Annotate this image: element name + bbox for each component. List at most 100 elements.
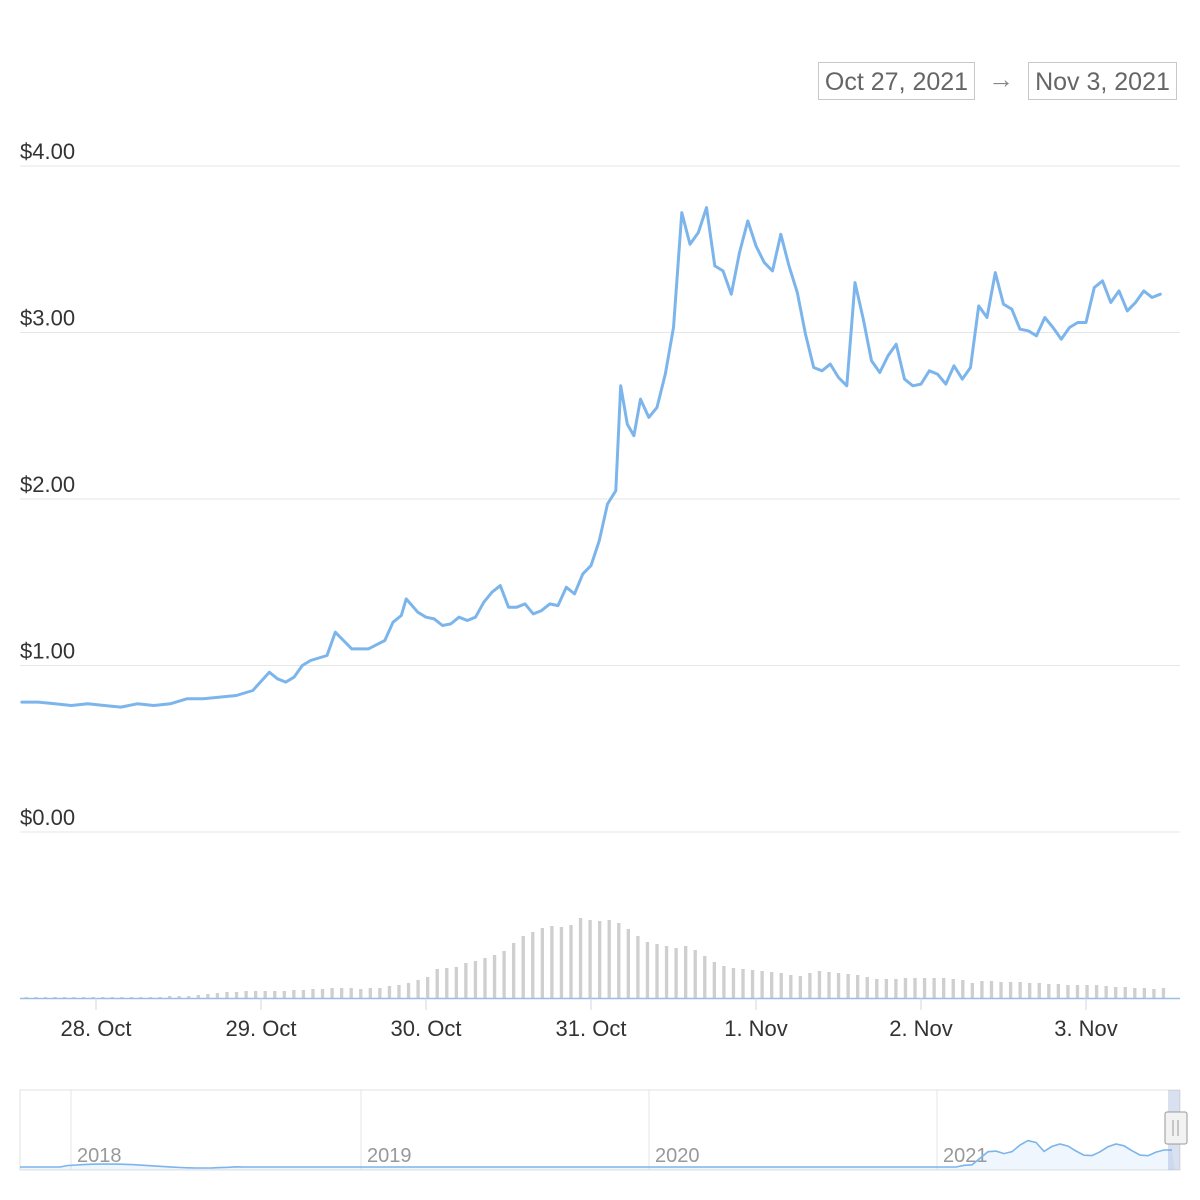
volume-bar — [1094, 985, 1099, 998]
volume-bar — [292, 990, 296, 998]
volume-bar — [349, 988, 353, 998]
volume-bar — [435, 969, 439, 998]
volume-bar — [846, 974, 850, 998]
volume-bar — [884, 979, 889, 998]
volume-bar — [1047, 984, 1051, 998]
volume-bar — [569, 925, 573, 998]
volume-bar — [1142, 988, 1147, 998]
volume-bar — [320, 989, 325, 998]
volume-bar — [607, 920, 611, 998]
volume-bar — [167, 996, 172, 998]
volume-bar — [521, 936, 525, 998]
volume-bar — [483, 958, 487, 998]
volume-bar — [368, 988, 372, 998]
volume-bar — [1066, 985, 1070, 998]
x-tick-label: 2. Nov — [889, 1016, 953, 1041]
volume-bar — [129, 997, 134, 998]
volume-bar — [817, 971, 822, 998]
navigator-label: 2018 — [77, 1145, 122, 1167]
volume-bar — [550, 926, 554, 998]
volume-bar — [913, 978, 917, 998]
volume-bar — [617, 923, 621, 998]
volume-bar — [273, 991, 277, 998]
volume-bar — [177, 996, 181, 998]
navigator-handle[interactable] — [1164, 1111, 1188, 1145]
range-from-input[interactable]: Oct 27, 2021 — [818, 62, 975, 100]
x-tick-label: 30. Oct — [391, 1016, 462, 1041]
navigator-series — [20, 1139, 1172, 1169]
y-axis-labels: $0.00 $1.00 $2.00 $3.00 $4.00 — [20, 139, 75, 830]
volume-bar — [674, 948, 678, 998]
volume-bar — [511, 943, 516, 998]
volume-bar — [387, 986, 392, 998]
volume-bar — [980, 981, 984, 998]
volume-bar — [731, 968, 736, 998]
volume-bars — [24, 918, 1166, 998]
volume-bar — [215, 993, 220, 998]
volume-bar — [1133, 988, 1137, 998]
volume-bar — [664, 946, 669, 998]
volume-bar — [282, 991, 286, 998]
y-tick-label: $1.00 — [20, 639, 75, 664]
volume-bar — [225, 992, 229, 998]
volume-bar — [263, 991, 267, 998]
volume-bar — [139, 997, 143, 998]
volume-bar — [970, 983, 975, 998]
volume-bar — [81, 997, 86, 998]
volume-bar — [798, 976, 803, 998]
volume-bar — [588, 920, 592, 998]
volume-bar — [1104, 986, 1108, 998]
volume-bar — [531, 932, 535, 998]
volume-bar — [1114, 987, 1118, 998]
navigator-label: 2020 — [655, 1145, 700, 1167]
volume-bar — [492, 955, 497, 998]
volume-bar — [397, 985, 401, 998]
volume-bar — [942, 978, 946, 998]
volume-bar — [789, 975, 793, 998]
volume-bar — [770, 972, 774, 998]
volume-bar — [91, 997, 95, 998]
volume-bar — [703, 956, 707, 998]
volume-bar — [187, 996, 191, 998]
volume-bar — [559, 927, 564, 998]
volume-bar — [1008, 982, 1013, 998]
volume-bar — [741, 969, 745, 998]
range-to-input[interactable]: Nov 3, 2021 — [1028, 62, 1177, 100]
volume-bar — [445, 968, 449, 998]
volume-bar — [1161, 988, 1166, 998]
navigator[interactable]: 2018 2019 2020 2021 — [19, 1089, 1188, 1171]
volume-bar — [961, 980, 965, 998]
volume-bar — [378, 988, 382, 998]
volume-bar — [110, 997, 114, 998]
volume-bar — [836, 973, 841, 998]
x-tick-label: 3. Nov — [1054, 1016, 1118, 1041]
volume-bar — [683, 946, 688, 998]
volume-bar — [1085, 985, 1089, 998]
volume-bar — [62, 997, 67, 998]
volume-bar — [951, 979, 955, 998]
volume-bar — [43, 997, 48, 998]
volume-bar — [578, 918, 583, 998]
volume-bar — [206, 994, 210, 998]
x-tick-label: 31. Oct — [556, 1016, 627, 1041]
volume-bar — [1018, 982, 1022, 998]
volume-bar — [34, 997, 38, 998]
volume-bar — [120, 997, 124, 998]
volume-bar — [932, 978, 936, 998]
navigator-series-fill — [20, 1140, 1175, 1170]
price-line — [20, 206, 1162, 709]
volume-bar — [779, 973, 783, 998]
volume-bar — [903, 978, 908, 998]
volume-bar — [636, 936, 640, 998]
volume-bar — [311, 989, 315, 998]
volume-bar — [1123, 987, 1127, 998]
volume-bar — [1075, 985, 1080, 998]
volume-bar — [865, 977, 869, 998]
volume-bar — [827, 972, 831, 998]
x-axis-ticks: 28. Oct 29. Oct 30. Oct 31. Oct 1. Nov 2. Nov… — [61, 998, 1118, 1041]
volume-bar — [1152, 989, 1156, 998]
volume-bar — [416, 980, 420, 998]
volume-bar — [693, 950, 697, 998]
volume-bar — [148, 997, 153, 998]
